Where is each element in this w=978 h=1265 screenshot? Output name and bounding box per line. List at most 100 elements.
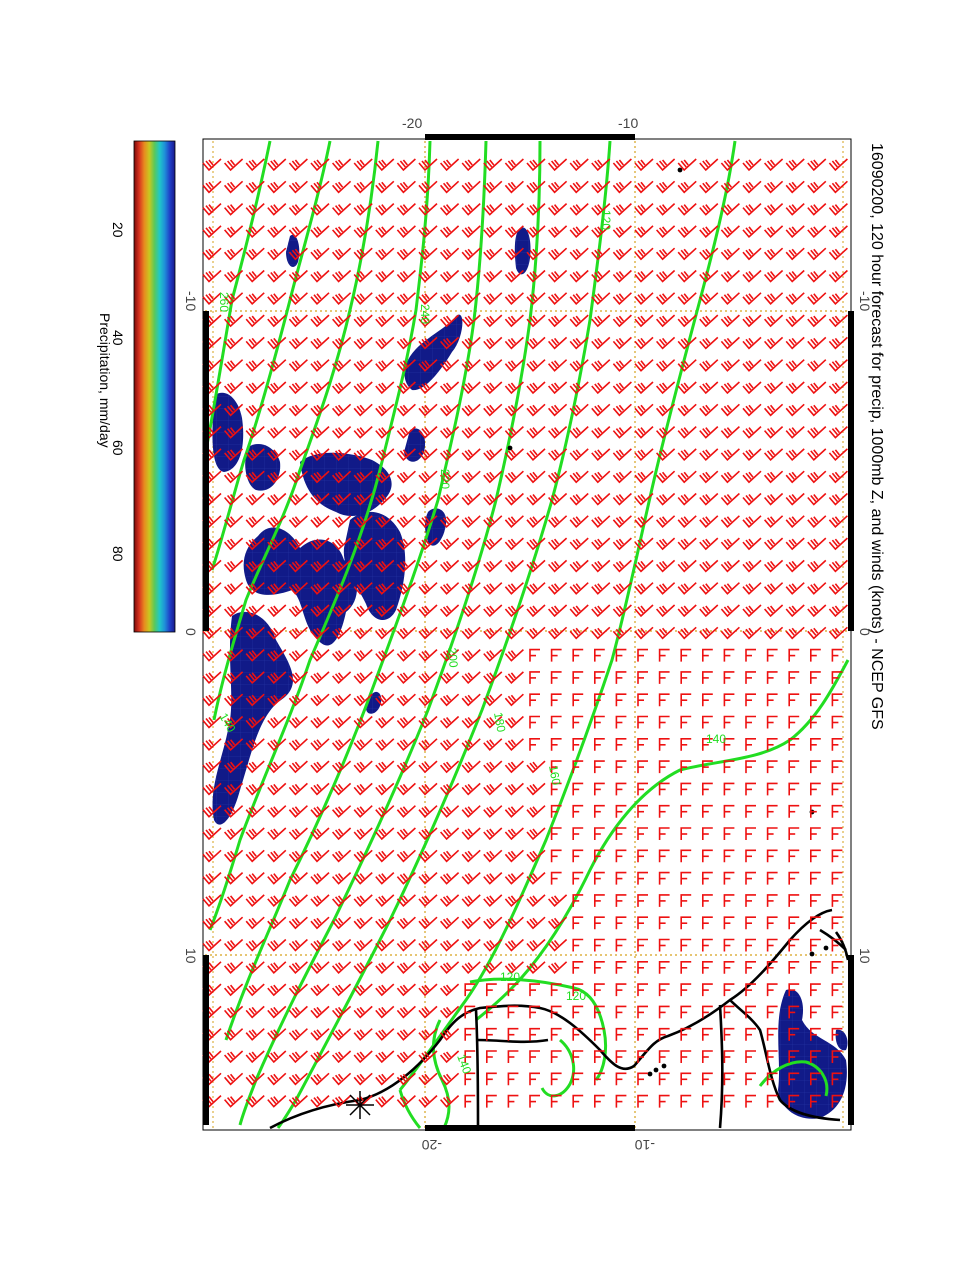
wind-barb (331, 872, 352, 885)
lat-tick-bottom-20: -20 (422, 1137, 442, 1153)
wind-barb (742, 359, 762, 372)
wind-barb (504, 582, 524, 595)
wind-barb (615, 693, 627, 707)
wind-barb (677, 470, 697, 484)
wind-barb (701, 960, 713, 974)
wind-barb (353, 203, 373, 216)
wind-barb (831, 648, 843, 662)
wind-barb (353, 1005, 373, 1019)
wind-barb (353, 292, 373, 305)
wind-barb (809, 737, 821, 751)
wind-barb (396, 938, 416, 952)
wind-barb (396, 203, 416, 216)
wind-barb (615, 960, 627, 974)
wind-barb (396, 1072, 416, 1086)
wind-barb (572, 648, 584, 662)
wind-barb (439, 582, 460, 595)
wind-barb (763, 515, 784, 528)
wind-barb (612, 626, 632, 640)
wind-barb (745, 827, 756, 840)
wind-barb (634, 537, 654, 551)
wind-barb (223, 938, 244, 952)
wind-barb (763, 448, 784, 462)
wind-barb (591, 292, 611, 305)
wind-barb (637, 849, 648, 863)
wind-barb (677, 604, 697, 618)
wind-barb (828, 537, 848, 551)
wind-barb (723, 1050, 735, 1063)
wind-barb (461, 492, 481, 506)
wind-barb (331, 693, 352, 707)
wind-barb (591, 381, 611, 395)
wind-barb (831, 804, 843, 818)
wind-barb (223, 671, 244, 685)
wind-barb (245, 805, 265, 818)
wind-barb (245, 849, 265, 863)
wind-barb (375, 203, 395, 216)
wind-barb (464, 1005, 476, 1019)
wind-barb (637, 827, 648, 840)
wind-barb (677, 492, 697, 506)
wind-barb (701, 1050, 713, 1063)
wind-barb (831, 1094, 843, 1108)
wind-barb (461, 582, 481, 595)
wind-barb (288, 827, 308, 841)
wind-barb (418, 626, 438, 640)
wind-barb (526, 872, 546, 885)
wind-barb (288, 604, 308, 618)
wind-barb (547, 916, 568, 930)
wind-barb (202, 738, 222, 751)
wind-barb (809, 715, 821, 729)
wind-barb (547, 359, 568, 372)
wind-barb (572, 693, 584, 707)
wind-barb (202, 292, 222, 305)
wind-barb (439, 1028, 460, 1041)
wind-barb (677, 426, 697, 439)
wind-barb (439, 872, 460, 885)
wind-barb (569, 426, 589, 439)
wind-barb (615, 916, 627, 930)
wind-barb (809, 827, 821, 840)
wind-barb (526, 492, 546, 506)
wind-barb (547, 247, 568, 261)
wind-barb (547, 448, 568, 462)
wind-barb (526, 158, 546, 172)
wind-barb (572, 916, 584, 930)
wind-barb (202, 180, 222, 194)
wind-barb (223, 626, 244, 640)
wind-barb (353, 1050, 373, 1064)
wind-barb (745, 1072, 756, 1086)
wind-barb (615, 1005, 627, 1019)
wind-barb (267, 760, 287, 774)
wind-barb (572, 1094, 584, 1108)
wind-barb (223, 1095, 244, 1108)
wind-barb (593, 960, 605, 974)
wind-barb (418, 916, 438, 930)
wind-barb (353, 671, 373, 685)
wind-barb (550, 671, 562, 684)
wind-barb (202, 782, 222, 796)
wind-barb (720, 292, 740, 305)
wind-barb (569, 381, 589, 395)
wind-barb (680, 671, 692, 684)
wind-barb (634, 448, 654, 462)
wind-barb (267, 381, 287, 395)
wind-barb (353, 492, 373, 506)
wind-barb (809, 849, 821, 863)
wind-barb (831, 737, 843, 751)
contour-label-140b: 140 (454, 1052, 474, 1076)
wind-barb (439, 515, 460, 528)
wind-barb (375, 403, 395, 417)
wind-barb (655, 403, 676, 417)
wind-barb (807, 626, 827, 640)
wind-barb (418, 782, 438, 796)
wind-barb (612, 203, 632, 216)
wind-barb (353, 961, 373, 974)
station-marker-icon (346, 1091, 374, 1119)
wind-barb (331, 715, 352, 729)
wind-barb (375, 559, 395, 573)
wind-barb (831, 671, 843, 684)
wind-barb (612, 515, 632, 528)
wind-barb (504, 515, 524, 528)
wind-barb (788, 916, 800, 930)
